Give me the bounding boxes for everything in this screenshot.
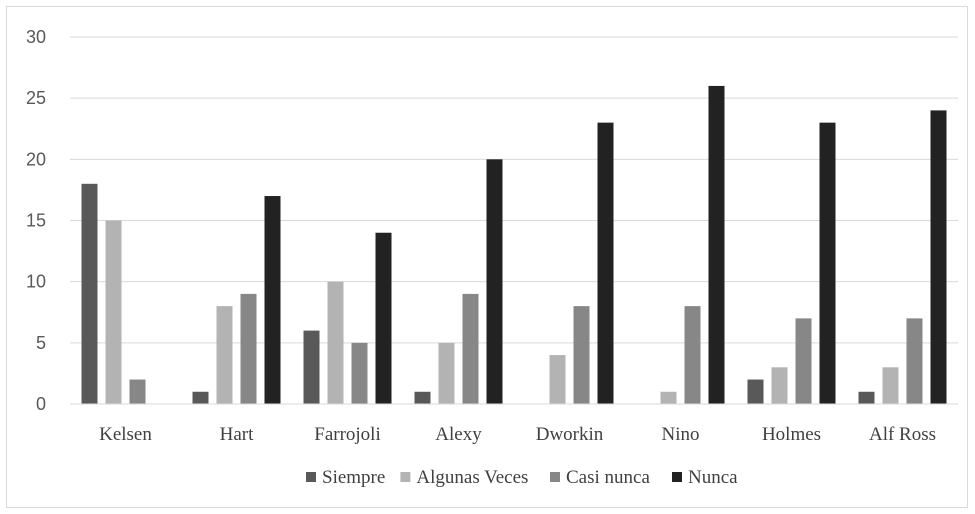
legend-swatch xyxy=(400,472,411,482)
bar-casi-nunca-nino xyxy=(684,306,701,404)
x-category-label: Holmes xyxy=(762,424,821,445)
x-category-label: Farrojoli xyxy=(314,424,381,445)
bars xyxy=(81,85,947,405)
y-tick-label: 30 xyxy=(26,27,46,47)
bar-algunas-veces-hart xyxy=(216,306,233,404)
bar-casi-nunca-hart xyxy=(240,293,257,404)
bar-siempre-alf-ross xyxy=(858,391,875,404)
bar-siempre-kelsen xyxy=(81,183,98,404)
bar-siempre-hart xyxy=(192,391,209,404)
x-category-label: Nino xyxy=(662,424,700,445)
bar-algunas-veces-kelsen xyxy=(105,220,122,404)
y-tick-label: 25 xyxy=(26,88,46,108)
bar-nunca-alexy xyxy=(486,159,503,404)
bar-nunca-dworkin xyxy=(597,122,614,404)
bar-casi-nunca-dworkin xyxy=(573,306,590,404)
x-category-label: Dworkin xyxy=(536,424,604,445)
y-axis-ticks: 0 5 10 15 20 25 30 xyxy=(26,27,46,414)
bar-nunca-hart xyxy=(264,196,281,404)
legend-swatch xyxy=(306,472,316,482)
bar-algunas-veces-farrojoli xyxy=(327,281,344,404)
x-category-label: Kelsen xyxy=(99,424,152,445)
legend-label: Siempre xyxy=(322,467,385,488)
bar-casi-nunca-alf-ross xyxy=(906,318,923,404)
x-category-label: Alexy xyxy=(435,424,482,445)
bar-algunas-veces-dworkin xyxy=(549,355,566,404)
bar-siempre-farrojoli xyxy=(303,330,320,404)
bar-casi-nunca-kelsen xyxy=(129,379,146,404)
legend-label: Nunca xyxy=(688,467,738,488)
y-tick-label: 5 xyxy=(36,333,46,353)
bar-nunca-holmes xyxy=(819,122,836,404)
bar-casi-nunca-farrojoli xyxy=(351,342,368,404)
bar-nunca-nino xyxy=(708,85,725,404)
bar-siempre-holmes xyxy=(747,379,764,404)
legend-swatch xyxy=(672,472,682,482)
y-tick-label: 10 xyxy=(26,272,46,292)
bar-nunca-alf-ross xyxy=(930,110,947,405)
legend-swatch xyxy=(550,472,560,482)
bar-casi-nunca-holmes xyxy=(795,318,812,404)
bar-algunas-veces-alexy xyxy=(438,342,455,404)
bar-siempre-alexy xyxy=(414,391,431,404)
bar-nunca-farrojoli xyxy=(375,232,392,404)
bar-algunas-veces-alf-ross xyxy=(882,367,899,404)
y-tick-label: 20 xyxy=(26,149,46,169)
bar-algunas-veces-holmes xyxy=(771,367,788,404)
y-tick-label: 0 xyxy=(36,394,46,414)
legend-label: Algunas Veces xyxy=(416,467,528,488)
x-axis-labels: Kelsen Hart Farrojoli Alexy Dworkin Nino Holme… xyxy=(99,424,936,445)
bar-algunas-veces-nino xyxy=(660,391,677,404)
y-tick-label: 15 xyxy=(26,211,46,231)
legend-label: Casi nunca xyxy=(566,467,650,488)
x-category-label: Alf Ross xyxy=(869,424,936,445)
legend: Siempre Algunas Veces Casi nunca Nunca xyxy=(306,467,738,488)
bar-casi-nunca-alexy xyxy=(462,293,479,404)
x-category-label: Hart xyxy=(220,424,254,445)
